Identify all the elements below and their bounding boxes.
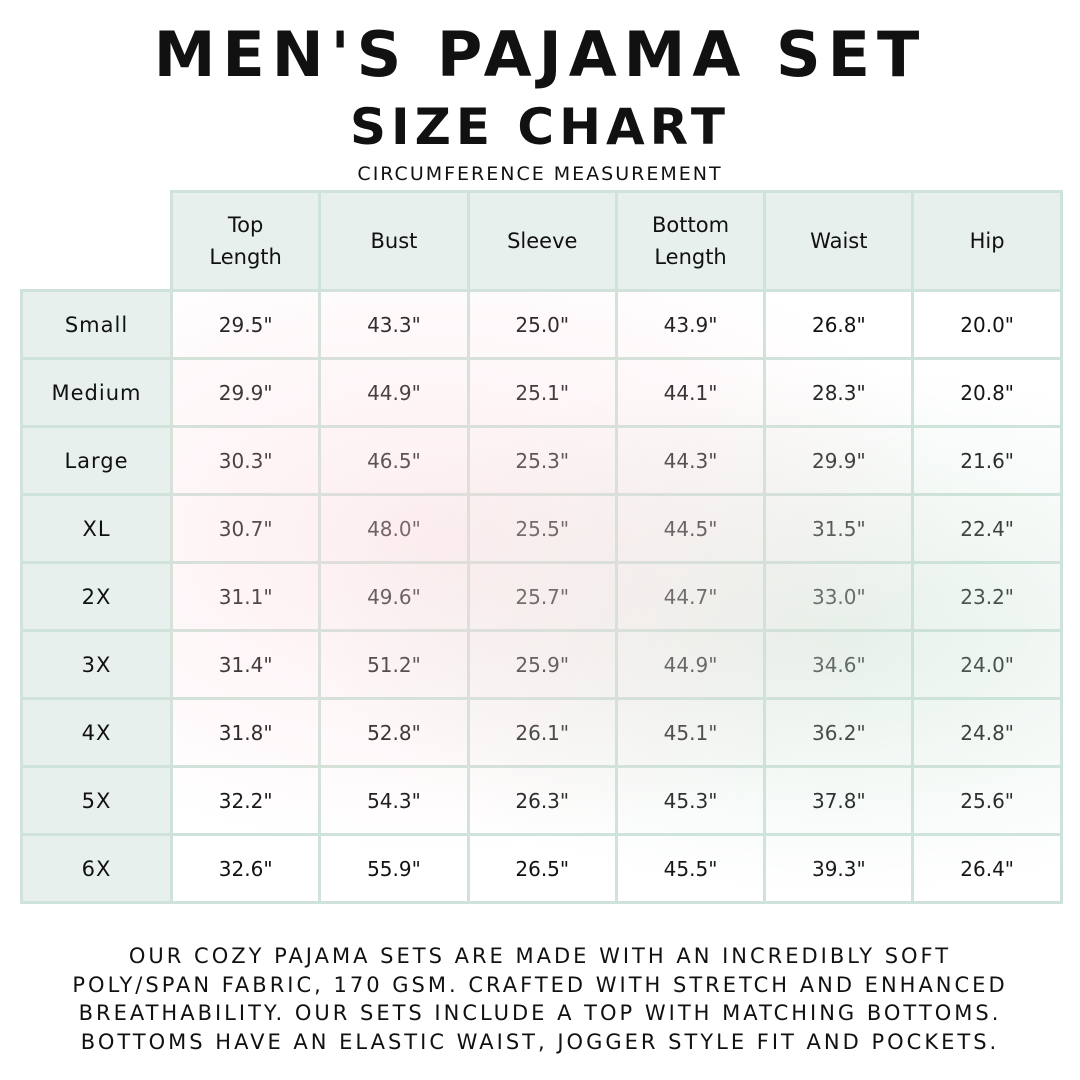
measurement-cell: 26.8" [763,289,915,360]
measurement-cell: 55.9" [318,833,470,904]
measurement-cell: 44.3" [614,425,767,496]
column-header: Sleeve [466,190,618,292]
size-label: 4X [20,697,173,768]
table-row: Large 30.3" 46.5" 25.3" 44.3" 29.9" 21.6" [20,425,1063,496]
measurement-cell: 25.3" [466,425,618,496]
column-header: Hip [911,190,1063,292]
column-header: Waist [763,190,915,292]
measurement-caption: CIRCUMFERENCE MEASUREMENT [357,163,723,185]
description-line: POLY/SPAN FABRIC, 170 GSM. CRAFTED WITH … [72,972,1008,997]
size-label: Small [20,289,173,360]
size-label: 6X [20,833,173,904]
page-title: MEN'S PAJAMA SET [153,18,927,91]
measurement-cell: 44.5" [614,493,767,564]
measurement-cell: 33.0" [763,561,915,632]
measurement-cell: 25.1" [466,357,618,428]
measurement-cell: 24.8" [911,697,1063,768]
description-line: BOTTOMS HAVE AN ELASTIC WAIST, JOGGER ST… [80,1029,1000,1054]
measurement-cell: 25.0" [466,289,618,360]
measurement-cell: 29.5" [169,289,322,360]
measurement-cell: 21.6" [911,425,1063,496]
measurement-cell: 25.6" [911,765,1063,836]
measurement-cell: 45.5" [614,833,767,904]
measurement-cell: 49.6" [318,561,470,632]
column-header: Bust [318,190,470,292]
table-row: 3X 31.4" 51.2" 25.9" 44.9" 34.6" 24.0" [20,629,1063,700]
measurement-cell: 26.4" [911,833,1063,904]
measurement-cell: 25.7" [466,561,618,632]
measurement-cell: 43.9" [614,289,767,360]
measurement-cell: 34.6" [763,629,915,700]
measurement-cell: 45.3" [614,765,767,836]
header-row: Top Length Bust Sleeve Bottom Length Waist Hi… [21,190,1063,292]
measurement-cell: 48.0" [318,493,470,564]
measurement-cell: 22.4" [911,493,1063,564]
table-row: 2X 31.1" 49.6" 25.7" 44.7" 33.0" 23.2" [20,561,1063,632]
measurement-cell: 31.4" [169,629,322,700]
measurement-cell: 44.9" [318,357,470,428]
measurement-cell: 54.3" [318,765,470,836]
table-row: Small 29.5" 43.3" 25.0" 43.9" 26.8" 20.0" [20,289,1063,360]
measurement-cell: 20.0" [911,289,1063,360]
size-label: 5X [20,765,173,836]
description-line: OUR COZY PAJAMA SETS ARE MADE WITH AN IN… [128,944,952,968]
measurement-cell: 25.5" [466,493,618,564]
measurement-cell: 26.3" [466,765,618,836]
measurement-cell: 45.1" [614,697,767,768]
table-row: Medium 29.9" 44.9" 25.1" 44.1" 28.3" 20.8" [20,357,1063,428]
measurement-cell: 23.2" [911,561,1063,632]
measurement-cell: 29.9" [763,425,915,496]
size-label: Medium [20,357,173,428]
measurement-cell: 26.5" [466,833,618,904]
measurement-cell: 26.1" [466,697,618,768]
measurement-cell: 32.2" [169,765,322,836]
measurement-cell: 52.8" [318,697,470,768]
measurement-cell: 30.3" [169,425,322,496]
measurement-cell: 28.3" [763,357,915,428]
measurement-cell: 46.5" [318,425,470,496]
measurement-cell: 20.8" [911,357,1063,428]
table-row: 4X 31.8" 52.8" 26.1" 45.1" 36.2" 24.8" [20,697,1063,768]
measurement-cell: 44.9" [614,629,767,700]
description-line: BREATHABILITY. OUR SETS INCLUDE A TOP WI… [78,1001,1002,1025]
page-subtitle: SIZE CHART [349,98,731,156]
measurement-cell: 39.3" [763,833,915,904]
corner-cell [21,191,173,292]
size-label: Large [20,425,173,496]
column-header: Top Length [169,190,322,292]
size-label: 2X [20,561,173,632]
measurement-cell: 24.0" [911,629,1063,700]
table-row: 6X 32.6" 55.9" 26.5" 45.5" 39.3" 26.4" [20,833,1063,904]
measurement-cell: 25.9" [466,629,618,700]
measurement-cell: 32.6" [169,833,322,904]
measurement-cell: 37.8" [763,765,915,836]
measurement-cell: 29.9" [169,357,322,428]
measurement-cell: 36.2" [763,697,915,768]
description-text: OUR COZY PAJAMA SETS ARE MADE WITH AN IN… [0,942,1080,1056]
size-table: Top Length Bust Sleeve Bottom Length Waist Hi… [20,190,1063,904]
size-label: 3X [20,629,173,700]
measurement-cell: 31.5" [763,493,915,564]
table-row: 5X 32.2" 54.3" 26.3" 45.3" 37.8" 25.6" [20,765,1063,836]
measurement-cell: 43.3" [318,289,470,360]
column-header: Bottom Length [614,190,767,292]
measurement-cell: 31.1" [169,561,322,632]
measurement-cell: 44.1" [614,357,767,428]
size-label: XL [20,493,173,564]
table-row: XL 30.7" 48.0" 25.5" 44.5" 31.5" 22.4" [20,493,1063,564]
measurement-cell: 51.2" [318,629,470,700]
measurement-cell: 30.7" [169,493,322,564]
measurement-cell: 31.8" [169,697,322,768]
measurement-cell: 44.7" [614,561,767,632]
